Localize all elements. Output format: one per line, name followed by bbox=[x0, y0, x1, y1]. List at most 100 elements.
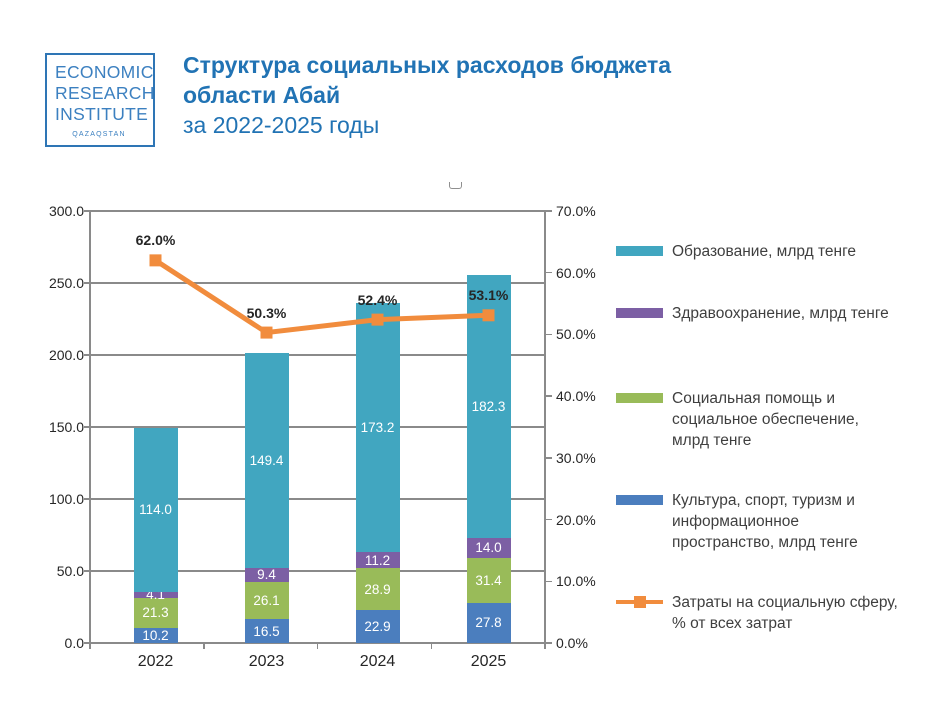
bar-value-label: 26.1 bbox=[253, 592, 280, 608]
right-axis-tick bbox=[545, 333, 552, 336]
left-axis-tick bbox=[84, 210, 90, 212]
bar-segment bbox=[133, 427, 178, 592]
right-axis-tick bbox=[545, 642, 552, 644]
bar-value-label: 16.5 bbox=[253, 623, 280, 639]
grid-line bbox=[90, 498, 545, 500]
legend-swatch bbox=[616, 246, 663, 256]
x-axis-label: 2025 bbox=[470, 653, 507, 670]
line-point-label: 62.0% bbox=[135, 232, 176, 249]
left-axis-tick bbox=[84, 498, 90, 500]
left-axis-label: 0.0 bbox=[64, 635, 84, 651]
left-axis-tick bbox=[84, 642, 90, 644]
bar-value-label: 10.2 bbox=[142, 628, 169, 644]
x-axis-label: 2023 bbox=[248, 653, 285, 670]
right-axis-label: 40.0% bbox=[556, 388, 596, 405]
legend-item: Культура, спорт, туризм и информационное… bbox=[616, 490, 916, 553]
right-axis-label: 30.0% bbox=[556, 449, 596, 466]
x-axis-tick bbox=[430, 643, 432, 649]
x-axis-label: 2024 bbox=[359, 653, 396, 670]
line-point-label: 52.4% bbox=[357, 291, 398, 308]
bar-value-label: 182.3 bbox=[471, 398, 506, 414]
bar-value-label: 114.0 bbox=[139, 502, 172, 518]
bar-segment bbox=[355, 610, 400, 643]
bar-segment bbox=[466, 602, 511, 643]
legend-item: Образование, млрд тенге bbox=[616, 241, 916, 262]
left-axis-line bbox=[89, 211, 91, 649]
legend-swatch bbox=[616, 495, 663, 505]
right-axis-tick bbox=[545, 271, 552, 274]
bar-value-label: 9.4 bbox=[257, 567, 276, 583]
left-axis-tick bbox=[84, 570, 90, 572]
bar-segment bbox=[244, 352, 289, 569]
bar-segment bbox=[355, 568, 400, 611]
bar-segment bbox=[466, 557, 511, 603]
left-axis-label: 150.0 bbox=[48, 419, 84, 435]
grid-line bbox=[90, 210, 545, 212]
right-axis-label: 60.0% bbox=[556, 264, 596, 281]
right-axis-line bbox=[544, 211, 546, 649]
bar-segment bbox=[355, 302, 400, 553]
bar-value-label: 21.3 bbox=[142, 605, 169, 621]
legend-swatch bbox=[616, 308, 663, 318]
line-point-marker bbox=[260, 326, 273, 339]
bar-segment bbox=[244, 581, 289, 620]
logo-text-line: INSTITUTE bbox=[55, 104, 149, 124]
x-axis-tick bbox=[316, 643, 319, 649]
grid-line bbox=[90, 426, 545, 428]
right-axis-label: 0.0% bbox=[556, 635, 588, 651]
bar-segment bbox=[244, 568, 289, 582]
bar-value-label: 22.9 bbox=[364, 619, 391, 634]
bar-value-label: 14.0 bbox=[475, 540, 502, 556]
legend-label: Здравоохранение, млрд тенге bbox=[672, 305, 889, 322]
bar-value-label: 28.9 bbox=[364, 581, 391, 597]
legend-item: Затраты на социальную сферу, % от всех з… bbox=[616, 592, 916, 634]
legend-label: Культура, спорт, туризм и информационное… bbox=[672, 492, 858, 551]
left-axis-tick bbox=[84, 354, 90, 356]
legend-item: Здравоохранение, млрд тенге bbox=[616, 303, 916, 324]
bar-value-label: 11.2 bbox=[364, 552, 391, 568]
right-axis-tick bbox=[545, 518, 552, 521]
line-point-marker bbox=[482, 309, 495, 322]
grid-line bbox=[90, 282, 545, 284]
left-axis-label: 300.0 bbox=[48, 203, 84, 219]
left-axis-label: 100.0 bbox=[48, 491, 84, 507]
bar-segment bbox=[133, 628, 178, 643]
right-axis-tick bbox=[545, 457, 552, 459]
bar-segment bbox=[466, 537, 511, 558]
right-axis-tick bbox=[545, 210, 552, 212]
right-axis-label: 20.0% bbox=[556, 511, 596, 528]
legend-label: Социальная помощь и социальное обеспечен… bbox=[672, 390, 859, 449]
bar-value-label: 149.4 bbox=[249, 453, 284, 469]
right-axis-tick bbox=[545, 395, 552, 397]
bar-value-label: 31.4 bbox=[475, 572, 502, 588]
bar-segment bbox=[133, 591, 178, 598]
bar-value-label: 27.8 bbox=[475, 615, 502, 631]
clipped-text-artifact bbox=[449, 182, 462, 189]
x-axis-tick bbox=[544, 643, 546, 649]
right-axis-label: 70.0% bbox=[556, 203, 596, 219]
legend-swatch bbox=[616, 393, 663, 403]
bar-segment bbox=[355, 552, 400, 569]
title-period: за 2022-2025 годы bbox=[183, 112, 380, 138]
line-point-marker bbox=[149, 254, 162, 267]
logo-country-label: QAZAQSTAN bbox=[72, 131, 126, 138]
legend-line-marker bbox=[616, 596, 663, 608]
right-axis-label: 10.0% bbox=[556, 573, 596, 590]
left-axis-tick bbox=[84, 282, 90, 284]
bar-segment bbox=[133, 597, 178, 629]
eri-logo: ECONOMIC RESEARCH INSTITUTE QAZAQSTAN bbox=[45, 53, 155, 147]
title-line-1: Структура социальных расходов бюджета bbox=[183, 52, 672, 78]
page-title: Структура социальных расходов бюджета об… bbox=[183, 50, 671, 140]
grid-line bbox=[90, 354, 545, 356]
left-axis-label: 200.0 bbox=[48, 347, 84, 363]
left-axis-tick bbox=[84, 426, 90, 428]
x-axis-tick bbox=[203, 643, 205, 649]
x-axis-tick bbox=[89, 643, 91, 649]
left-axis-label: 50.0 bbox=[56, 563, 84, 579]
left-axis-label: 250.0 bbox=[48, 275, 84, 291]
line-point-marker bbox=[371, 313, 384, 326]
bar-segment bbox=[244, 619, 289, 643]
legend-label: Затраты на социальную сферу, % от всех з… bbox=[672, 594, 898, 632]
